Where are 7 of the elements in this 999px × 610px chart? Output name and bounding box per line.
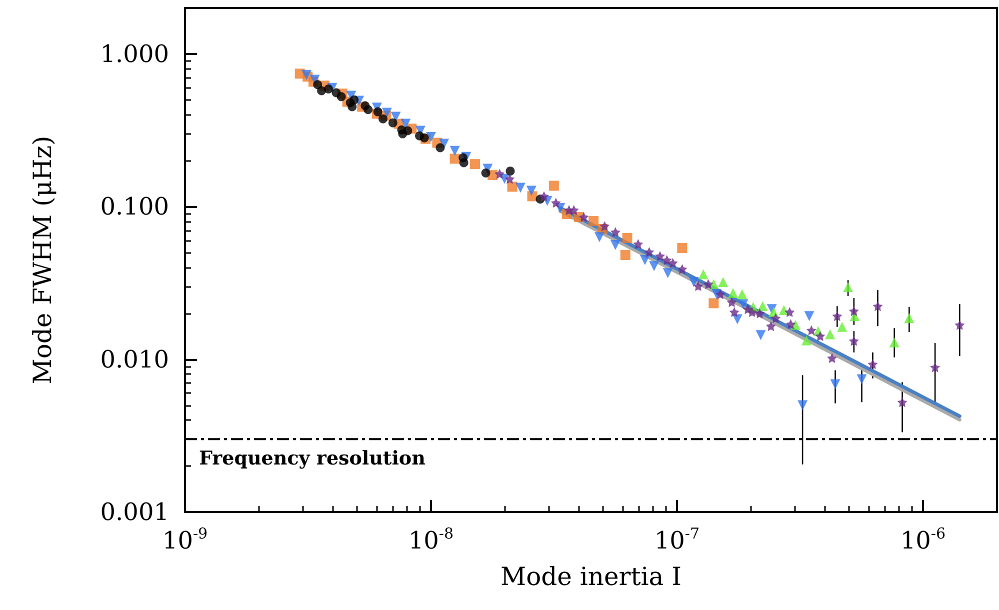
y-tick-label: 1.000 (100, 40, 169, 68)
y-tick-label: 0.010 (100, 345, 169, 374)
y-axis-title: Mode FWHM (μHz) (28, 136, 57, 384)
y-tick-label: 0.100 (100, 192, 169, 221)
ref-line-label: Frequency resolution (198, 448, 426, 470)
y-tick-label: 0.001 (100, 498, 169, 526)
x-axis-title: Mode inertia I (500, 562, 682, 591)
